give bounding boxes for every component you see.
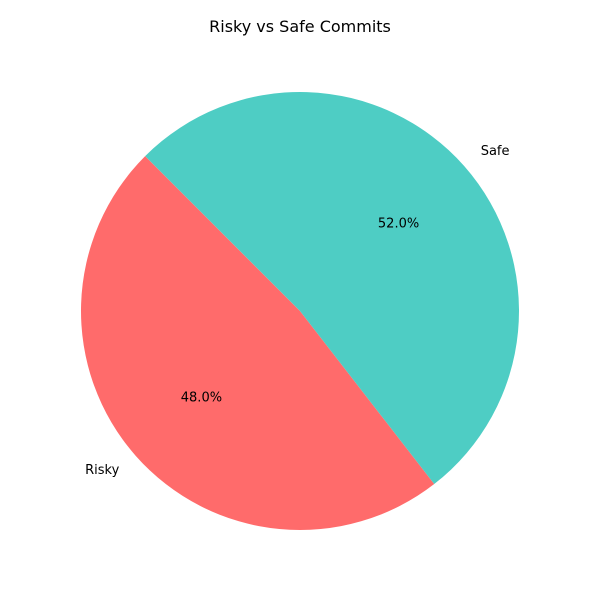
chart-title: Risky vs Safe Commits [209,17,391,36]
slice-percent-risky: 48.0% [181,390,222,405]
slice-percent-safe: 52.0% [378,217,419,232]
pie-slices [80,92,519,531]
slice-label-risky: Risky [85,463,119,478]
pie-slice-risky [80,156,435,531]
pie-slice-safe [145,92,519,485]
slice-label-safe: Safe [481,144,510,159]
pie-labels: Risky 48.0% Safe 52.0% [85,144,509,478]
